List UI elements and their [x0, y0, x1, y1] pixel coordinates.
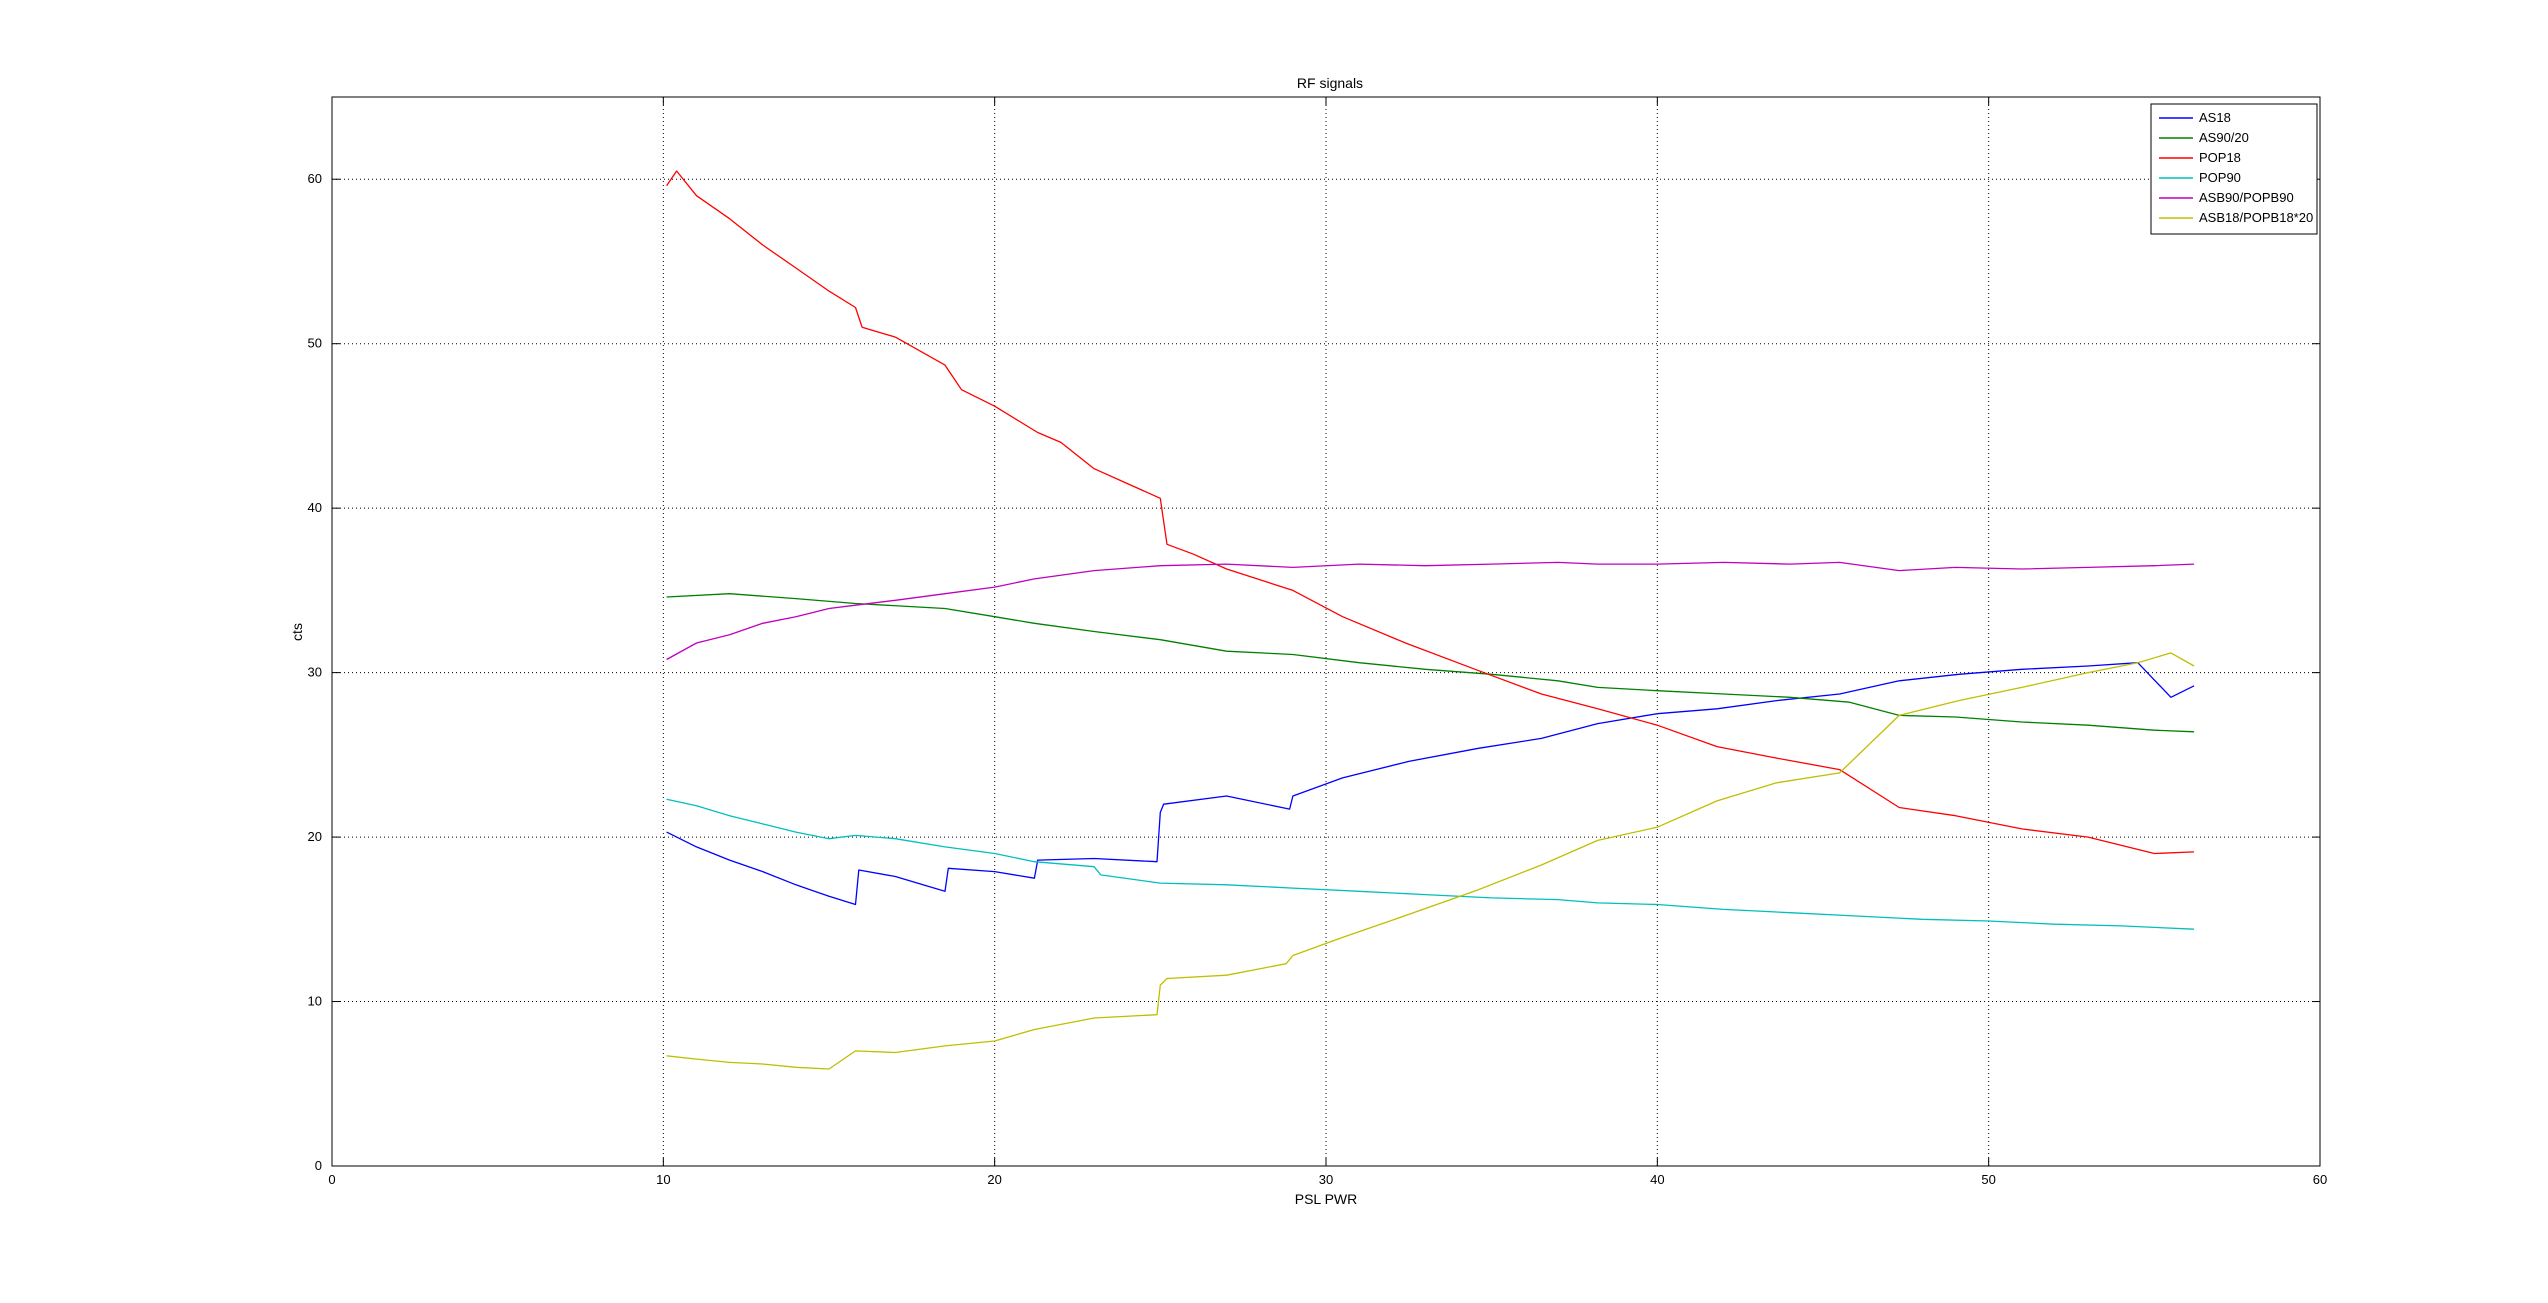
y-axis-ticks: 0 10 20 30 40 50 60 [308, 171, 2320, 1173]
x-tick-label: 0 [328, 1172, 335, 1187]
legend-label-asb90-popb90: ASB90/POPB90 [2199, 190, 2294, 205]
x-tick-label: 20 [987, 1172, 1001, 1187]
y-tick-label: 10 [308, 994, 322, 1009]
x-tick-label: 30 [1319, 1172, 1333, 1187]
x-tick-label: 60 [2313, 1172, 2327, 1187]
series-line-as18 [666, 662, 2195, 906]
legend-label-asb18-popb18-20: ASB18/POPB18*20 [2199, 210, 2313, 225]
legend-label-pop90: POP90 [2199, 170, 2241, 185]
legend-label-pop18: POP18 [2199, 150, 2241, 165]
y-tick-label: 30 [308, 665, 322, 680]
legend: AS18 AS90/20 POP18 POP90 ASB90/POPB90 ASB18/P… [2150, 103, 2318, 235]
chart-title: RF signals [1297, 75, 1363, 91]
y-tick-label: 60 [308, 171, 322, 186]
plot-background [332, 97, 2320, 1166]
x-tick-label: 40 [1650, 1172, 1664, 1187]
plot-area: 0 10 20 30 40 50 60 0 10 20 30 40 50 60 [308, 96, 2327, 1187]
y-tick-label: 20 [308, 829, 322, 844]
x-axis-ticks: 0 10 20 30 40 50 60 [328, 97, 2327, 1187]
series-layer [666, 170, 2195, 1070]
x-axis-label: PSL PWR [1295, 1191, 1358, 1207]
legend-label-as18: AS18 [2199, 110, 2231, 125]
series-line-pop18 [666, 170, 2195, 855]
series-line-asb18-popb18-20 [666, 652, 2195, 1070]
grid-lines [332, 97, 2320, 1166]
y-tick-label: 0 [315, 1158, 322, 1173]
x-tick-label: 10 [656, 1172, 670, 1187]
series-line-asb90-popb90 [666, 561, 2195, 661]
y-axis-label: cts [289, 623, 305, 641]
legend-label-as90-20: AS90/20 [2199, 130, 2249, 145]
x-tick-label: 50 [1981, 1172, 1995, 1187]
series-line-pop90 [666, 798, 2195, 930]
series-line-as90-20 [666, 593, 2195, 733]
y-tick-label: 50 [308, 336, 322, 351]
legend-box [2150, 103, 2318, 235]
y-tick-label: 40 [308, 500, 322, 515]
